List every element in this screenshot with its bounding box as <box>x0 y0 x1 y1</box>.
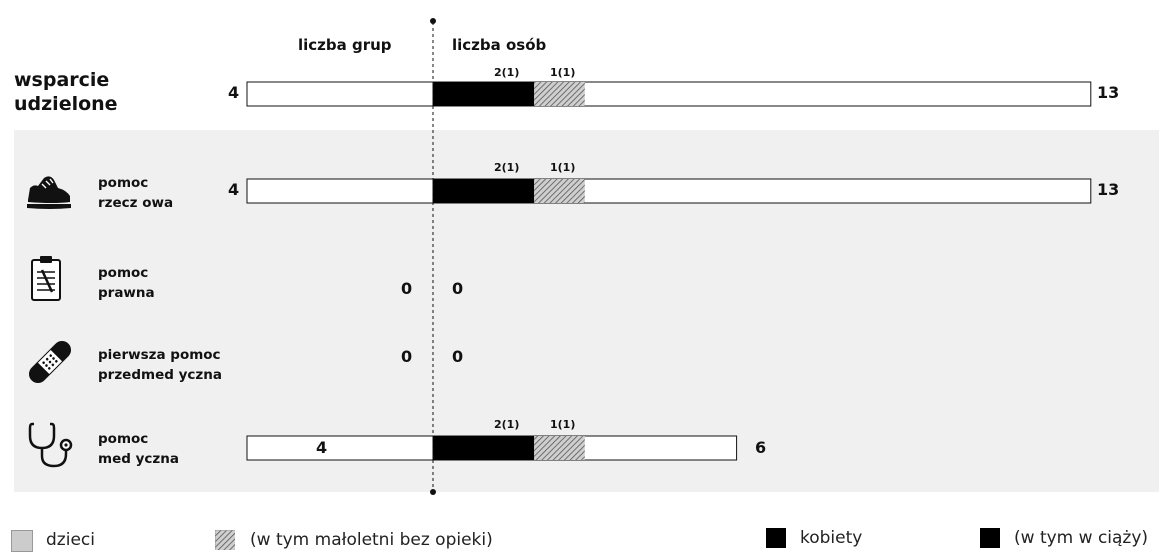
legend-swatch-unaccompanied <box>215 530 235 550</box>
stethoscope-icon <box>28 420 78 470</box>
total-label: wsparcie udzielone <box>14 68 118 116</box>
row-label-medical-aid: pomoc med yczna <box>98 429 179 469</box>
total-women-label: 2(1) <box>494 66 520 79</box>
row-groups-value: 4 <box>228 180 240 199</box>
divider-top-dot <box>430 18 436 24</box>
row-label-line1: pomoc <box>98 431 149 447</box>
row-label-material-aid: pomoc rzecz owa <box>98 173 173 213</box>
row-label-line2: med yczna <box>98 451 179 467</box>
row-persons-value: 0 <box>452 347 464 366</box>
medical-aid-groups-bar <box>246 435 434 461</box>
material-aid-children-segment <box>534 179 585 203</box>
legend-label-unaccompanied: (w tym małoletni bez opieki) <box>250 530 493 550</box>
medical-aid-women-segment <box>433 436 535 460</box>
bars-group <box>246 81 1092 461</box>
divider-bottom-dot <box>430 489 436 495</box>
row-label-first-aid: pierwsza pomoc przedmed yczna <box>98 345 222 385</box>
row-women-label: 2(1) <box>494 418 520 431</box>
row-persons-value: 0 <box>452 279 464 298</box>
material-aid-women-segment <box>433 179 535 203</box>
legend-label-women: kobiety <box>800 528 863 548</box>
clipboard-icon <box>30 254 62 302</box>
row-label-line2: przedmed yczna <box>98 367 222 383</box>
row-groups-value: 0 <box>401 347 413 366</box>
total-label-line2: udzielone <box>14 93 118 115</box>
legend-label-pregnant: (w tym w ciąży) <box>1014 528 1149 548</box>
total-children-segment <box>534 82 585 106</box>
row-label-line1: pomoc <box>98 265 149 281</box>
row-label-line1: pierwsza pomoc <box>98 347 221 363</box>
medical-aid-children-segment <box>534 436 585 460</box>
row-persons-value: 13 <box>1097 180 1120 199</box>
legend: dzieci (w tym małoletni bez opieki) kobi… <box>0 524 1173 552</box>
row-children-label: 1(1) <box>550 161 576 174</box>
total-groups-bar <box>246 81 434 107</box>
legend-swatch-children <box>11 530 33 552</box>
legend-swatch-pregnant <box>980 528 1000 548</box>
legend-label-children: dzieci <box>46 530 95 550</box>
row-persons-value: 6 <box>755 438 767 457</box>
total-women-segment <box>433 82 535 106</box>
total-children-label: 1(1) <box>550 66 576 79</box>
header-groups-label: liczba grup <box>298 36 392 54</box>
total-groups-value: 4 <box>228 83 240 102</box>
legend-swatch-women <box>766 528 786 548</box>
material-aid-groups-bar <box>246 178 434 204</box>
row-label-line2: prawna <box>98 285 155 301</box>
row-label-legal-aid: pomoc prawna <box>98 263 155 303</box>
row-groups-value: 4 <box>316 438 328 457</box>
header-persons-label: liczba osób <box>452 36 547 54</box>
row-groups-value: 0 <box>401 279 413 298</box>
total-persons-value: 13 <box>1097 83 1120 102</box>
row-label-line1: pomoc <box>98 175 149 191</box>
shoe-icon <box>24 170 74 214</box>
row-children-label: 1(1) <box>550 418 576 431</box>
total-label-line1: wsparcie <box>14 69 110 91</box>
bandage-icon <box>26 336 74 388</box>
row-women-label: 2(1) <box>494 161 520 174</box>
row-label-line2: rzecz owa <box>98 195 174 211</box>
